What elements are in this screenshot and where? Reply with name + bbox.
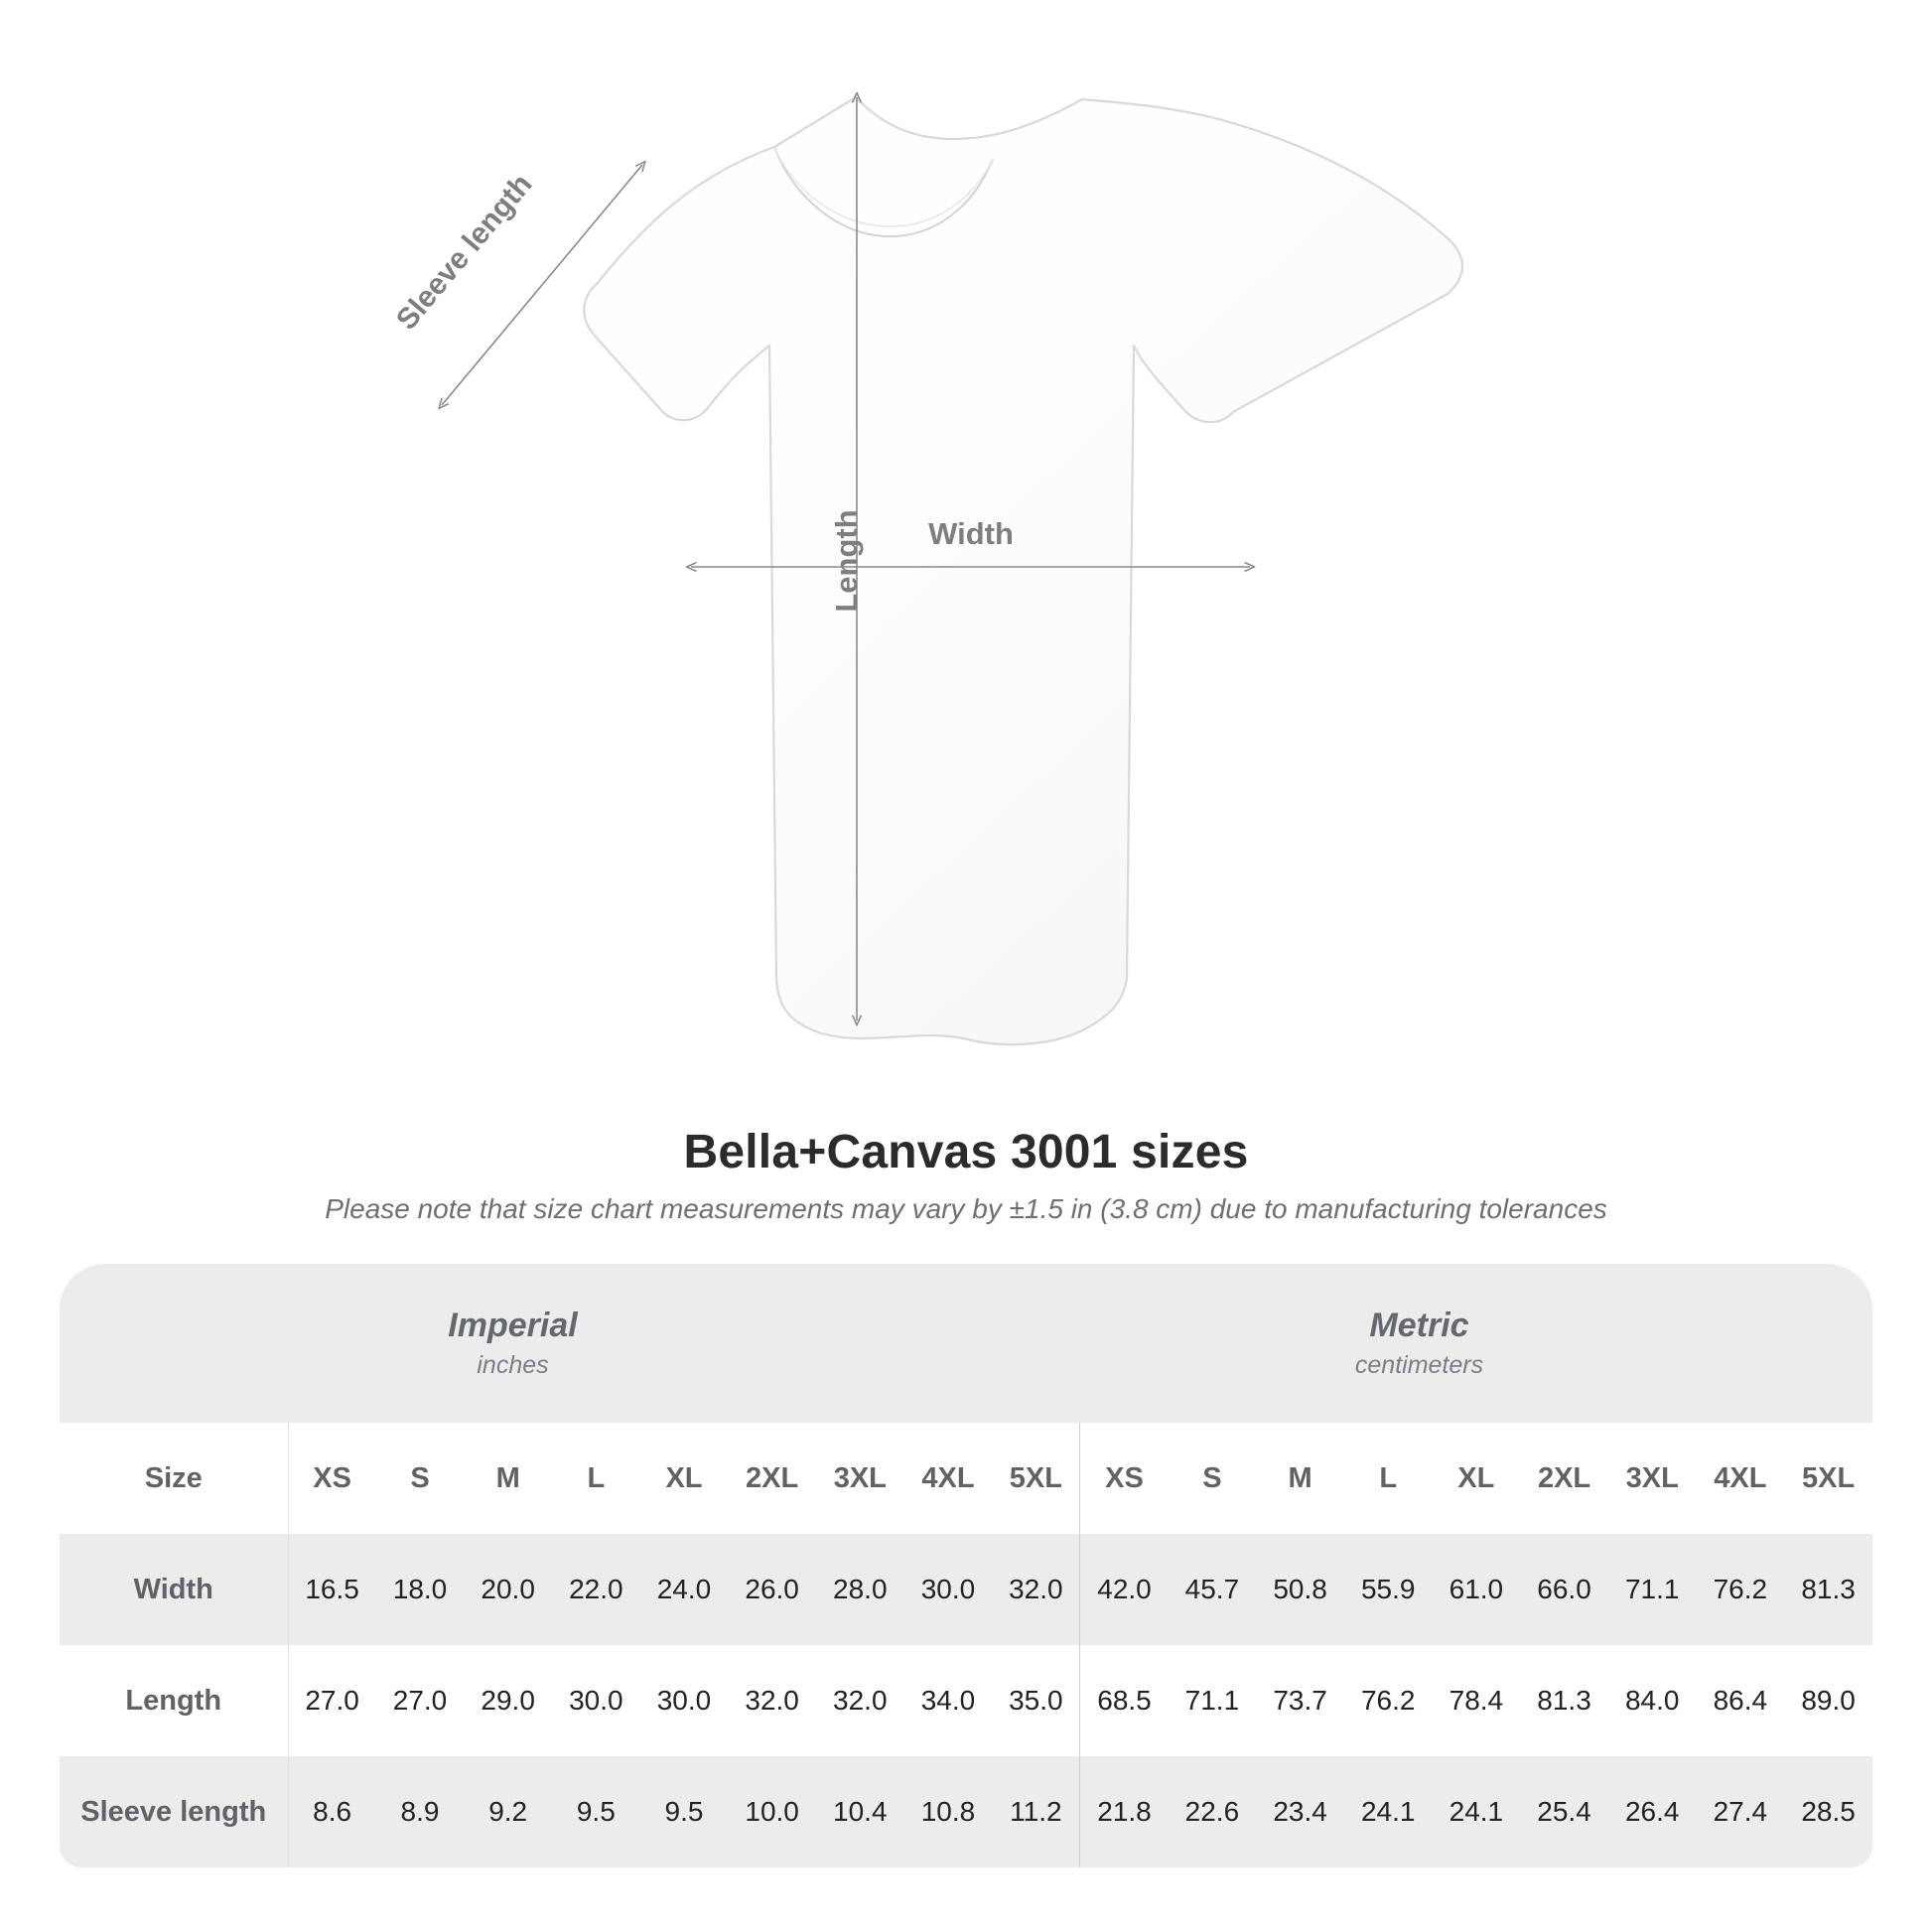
svg-text:Width: Width xyxy=(928,516,1014,551)
svg-text:Sleeve length: Sleeve length xyxy=(390,168,539,336)
svg-text:Length: Length xyxy=(829,509,864,612)
